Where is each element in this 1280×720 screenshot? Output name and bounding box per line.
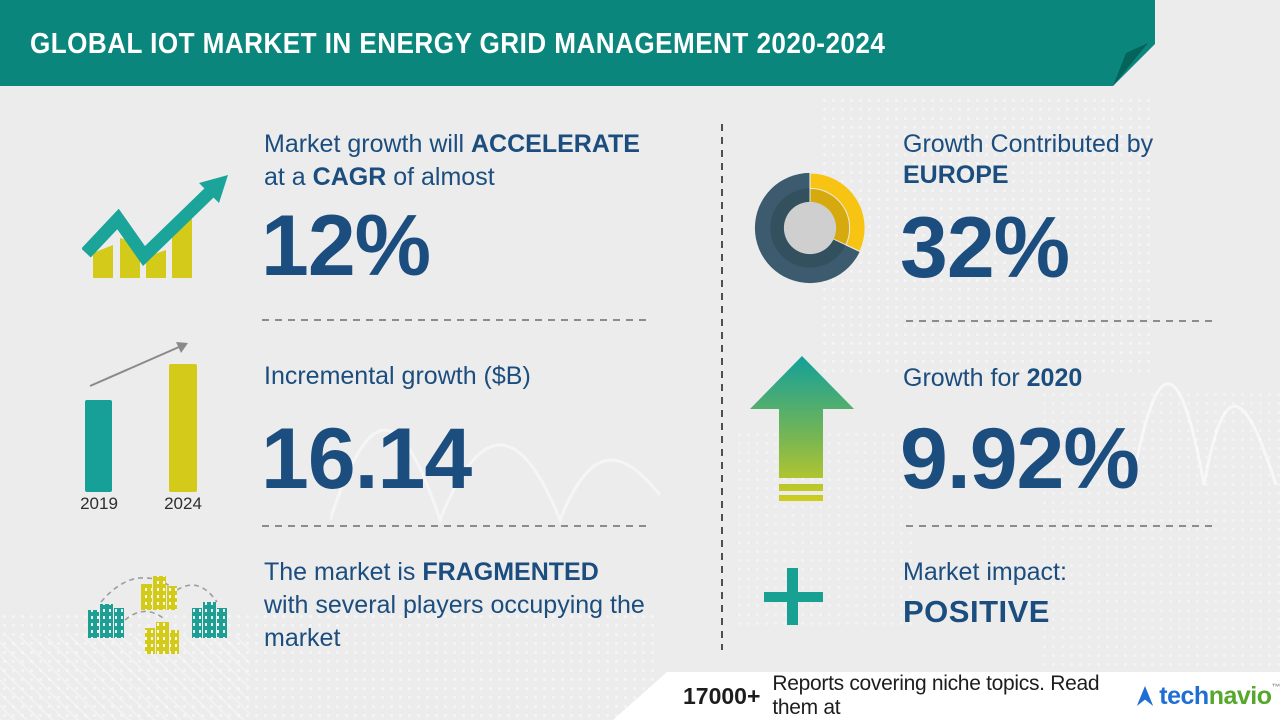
year-label-2024: 2024 <box>164 494 202 513</box>
header-banner <box>0 0 1155 86</box>
growth-2020-value: 9.92% <box>900 411 1140 507</box>
market-impact-label: Market impact: <box>903 558 1067 586</box>
europe-region: EUROPE <box>903 161 1009 189</box>
technavio-flag-icon <box>1137 686 1154 706</box>
plus-icon <box>764 568 823 625</box>
up-arrow-icon <box>750 356 854 501</box>
europe-headline: Growth Contributed by <box>903 130 1154 158</box>
cagr-value: 12% <box>261 198 431 294</box>
bar-chart-2019-2024-icon <box>85 342 197 492</box>
cagr-headline: Market growth will ACCELERATE at a CAGR … <box>264 128 640 194</box>
footer-bar: 17000+ Reports covering niche topics. Re… <box>613 672 1280 720</box>
background-wave-curve <box>1130 382 1278 486</box>
donut-chart-icon <box>754 172 866 284</box>
dashed-divider <box>906 525 1214 527</box>
dashed-divider <box>262 319 649 321</box>
technavio-logo[interactable]: technavio™ <box>1135 682 1280 711</box>
dashed-divider <box>262 525 649 527</box>
accelerate-bold: ACCELERATE <box>471 130 640 158</box>
cagr-line2: at a CAGR of almost <box>264 163 495 191</box>
fragmented-text: The market is FRAGMENTED with several pl… <box>264 558 645 652</box>
vertical-dashed-divider <box>721 124 723 650</box>
logo-tech: tech <box>1159 681 1209 710</box>
market-impact-value: POSITIVE <box>903 594 1050 629</box>
incremental-growth-value: 16.14 <box>261 411 472 507</box>
footer-text: Reports covering niche topics. Read them… <box>772 672 1100 719</box>
year-label-2019: 2019 <box>80 494 118 513</box>
dashed-divider <box>906 320 1214 322</box>
buildings-cluster-icon <box>88 576 227 654</box>
page-title: GLOBAL IOT MARKET IN ENERGY GRID MANAGEM… <box>30 28 886 60</box>
growth-2020-label: Growth for 2020 <box>903 364 1083 392</box>
report-count: 17000+ <box>683 682 761 709</box>
logo-navio: navio <box>1208 681 1272 710</box>
europe-value: 32% <box>900 200 1070 296</box>
fragmented-bold: FRAGMENTED <box>422 558 599 586</box>
incremental-growth-label: Incremental growth ($B) <box>264 362 531 390</box>
year-2020-bold: 2020 <box>1026 364 1083 392</box>
ribbon-fold <box>1113 43 1148 86</box>
cagr-bold: CAGR <box>312 163 387 191</box>
cagr-line1: Market growth will ACCELERATE <box>264 130 640 158</box>
logo-trademark: ™ <box>1271 681 1280 692</box>
growth-line-chart-icon <box>82 175 228 278</box>
